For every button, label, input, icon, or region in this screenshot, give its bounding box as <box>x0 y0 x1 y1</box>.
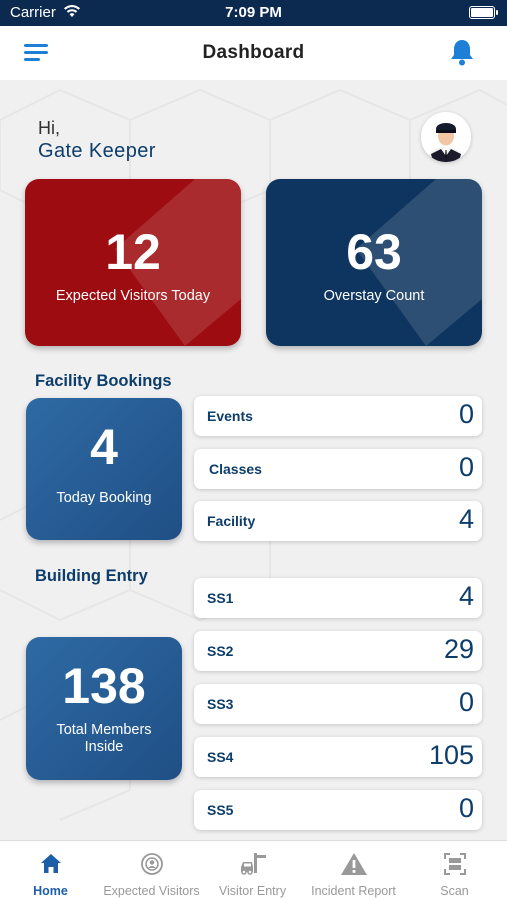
today-booking-card[interactable]: 4 Today Booking <box>26 398 182 540</box>
row-label: Events <box>207 408 253 424</box>
home-icon <box>0 851 101 877</box>
greeting-hi: Hi, <box>38 118 60 138</box>
avatar[interactable] <box>421 112 471 162</box>
building-row-ss1[interactable]: SS1 4 <box>194 578 482 618</box>
row-label: SS1 <box>207 590 234 606</box>
nav-expected-visitors[interactable]: Expected Visitors <box>101 841 202 900</box>
nav-visitor-entry[interactable]: Visitor Entry <box>202 841 303 900</box>
status-time: 7:09 PM <box>225 4 282 21</box>
building-row-ss4[interactable]: SS4 105 <box>194 737 482 777</box>
row-value: 105 <box>428 740 474 770</box>
nav-label: Home <box>33 884 68 898</box>
row-value: 0 <box>458 793 474 823</box>
total-members-label: Total Members Inside <box>56 722 152 755</box>
warning-icon <box>303 851 404 877</box>
nav-incident-report[interactable]: Incident Report <box>303 841 404 900</box>
expected-visitors-label: Expected Visitors Today <box>55 288 211 304</box>
car-icon <box>202 851 303 877</box>
overstay-count-value: 63 <box>346 224 402 280</box>
nav-label: Visitor Entry <box>218 884 287 898</box>
visitors-icon <box>101 851 202 877</box>
total-members-count: 138 <box>62 658 146 714</box>
row-value: 29 <box>443 634 474 664</box>
nav-label: Expected Visitors <box>103 884 200 898</box>
expected-visitors-card[interactable]: 12 Expected Visitors Today <box>25 179 241 346</box>
battery-icon <box>469 6 498 19</box>
scan-icon <box>404 851 505 877</box>
nav-home[interactable]: Home <box>0 841 101 900</box>
app-header: Dashboard <box>0 26 507 80</box>
row-label: Facility <box>207 513 256 529</box>
nav-label: Incident Report <box>311 884 396 898</box>
facility-row-events[interactable]: Events 0 <box>194 396 482 436</box>
building-row-ss3[interactable]: SS3 0 <box>194 684 482 724</box>
today-booking-label: Today Booking <box>56 490 152 506</box>
total-members-card[interactable]: 138 Total Members Inside <box>26 637 182 780</box>
hamburger-icon[interactable] <box>24 41 52 65</box>
row-label: SS4 <box>207 749 234 765</box>
bell-icon[interactable] <box>449 38 475 66</box>
row-label: SS5 <box>207 802 234 818</box>
overstay-count-label: Overstay Count <box>323 288 425 304</box>
row-label: SS2 <box>207 643 234 659</box>
row-label: Classes <box>209 461 262 477</box>
nav-scan[interactable]: Scan <box>404 841 505 900</box>
status-bar: Carrier 7:09 PM <box>0 0 507 26</box>
row-value: 0 <box>458 687 474 717</box>
row-label: SS3 <box>207 696 234 712</box>
row-value: 4 <box>458 581 474 611</box>
bottom-nav: Home Expected Visitors Visitor Entry Inc… <box>0 840 507 900</box>
card-shine <box>115 179 241 346</box>
wifi-icon <box>63 3 81 23</box>
facility-row-facility[interactable]: Facility 4 <box>194 501 482 541</box>
expected-visitors-count: 12 <box>105 224 161 280</box>
row-value: 0 <box>458 452 474 482</box>
row-value: 0 <box>458 399 474 429</box>
facility-row-classes[interactable]: Classes 0 <box>194 449 482 489</box>
carrier-label: Carrier <box>10 4 56 21</box>
nav-label: Scan <box>440 884 469 898</box>
today-booking-count: 4 <box>90 419 118 475</box>
row-value: 4 <box>458 504 474 534</box>
page-title: Dashboard <box>202 42 305 63</box>
overstay-count-card[interactable]: 63 Overstay Count <box>266 179 482 346</box>
card-shine <box>356 179 482 346</box>
building-row-ss5[interactable]: SS5 0 <box>194 790 482 830</box>
building-row-ss2[interactable]: SS2 29 <box>194 631 482 671</box>
building-entry-title: Building Entry <box>35 567 148 585</box>
facility-bookings-title: Facility Bookings <box>35 372 172 390</box>
greeting-name: Gate Keeper <box>38 140 156 162</box>
